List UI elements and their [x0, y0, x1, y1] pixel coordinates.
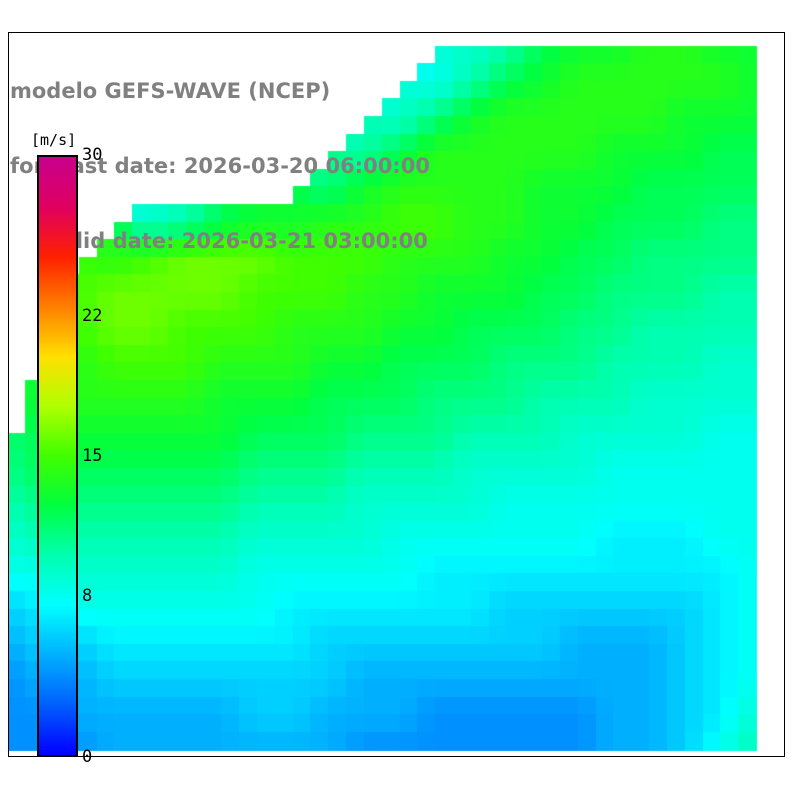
forecast-date: forecast date: 2026-03-20 06:00:00 [10, 154, 430, 178]
model-title: modelo GEFS-WAVE (NCEP) [10, 79, 331, 103]
colorbar-tick-0: 0 [82, 747, 93, 767]
colorbar-tick-30: 30 [82, 145, 103, 165]
colorbar-tick-22: 22 [82, 305, 103, 326]
bottom-axis-ticks [0, 756, 800, 776]
left-axis-ticks [0, 0, 14, 800]
colorbar-gradient [37, 155, 78, 757]
valid-date: valid date: 2026-03-21 03:00:00 [48, 229, 428, 253]
title-block: modelo GEFS-WAVE (NCEP) forecast date: 2… [10, 29, 530, 304]
map-plot-area [8, 32, 785, 757]
graticule-grid-layer [8, 32, 785, 757]
colorbar-unit-label: [m/s] [31, 131, 77, 149]
right-axis-ticks [782, 0, 800, 800]
colorbar-tick-15: 15 [82, 446, 103, 466]
colorbar [37, 155, 78, 757]
colorbar-tick-8: 8 [82, 586, 93, 607]
